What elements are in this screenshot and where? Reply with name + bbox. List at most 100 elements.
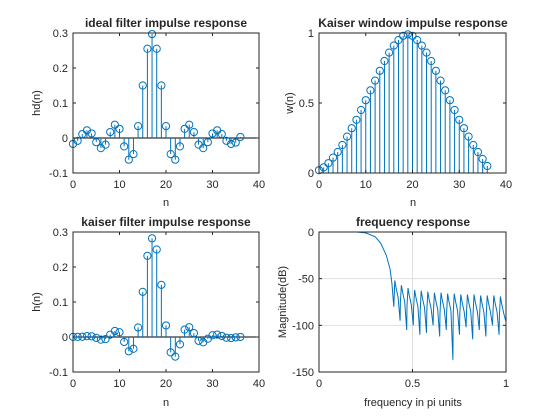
panel-3-plot: 0 10 20 30 40-0.100.10.20.3 [49, 227, 265, 390]
x-tick-label: 10 [113, 179, 125, 191]
stem-marker [124, 155, 133, 164]
stem-marker [101, 140, 110, 149]
stem-marker [356, 105, 366, 115]
x-tick-label: 40 [253, 179, 265, 191]
stem-marker [333, 147, 342, 157]
stem-marker [213, 330, 222, 339]
stem-marker [436, 76, 445, 85]
y-tick-label: -0.1 [49, 367, 68, 379]
panel-4-xlabel: frequency in pi units [364, 397, 462, 409]
stem-marker [352, 115, 361, 124]
stem-marker [134, 122, 143, 131]
stem-marker [413, 35, 422, 45]
stem-marker [166, 348, 175, 357]
stem-marker [161, 321, 171, 330]
stem-marker [380, 56, 389, 66]
panel-3-xlabel: n [163, 397, 169, 409]
stem-marker [171, 155, 180, 164]
stem-marker [129, 344, 138, 353]
stem-marker [129, 150, 138, 159]
panel-1-ylabel: hd(n) [31, 90, 43, 116]
panel-1-plot: 0 10 20 30 40-0.100.10.20.3 [49, 28, 265, 191]
stem-marker [166, 150, 175, 159]
stem-marker [152, 245, 161, 254]
stem-marker [375, 66, 384, 75]
x-tick-label: 30 [206, 179, 218, 191]
stem-marker [236, 132, 245, 142]
stem-marker [455, 115, 464, 124]
stem-marker [138, 287, 147, 296]
stem-marker [417, 41, 426, 50]
stem-marker [189, 329, 198, 338]
stem-marker [227, 139, 236, 149]
panel-frequency-response: frequency response frequency in pi units… [277, 215, 509, 409]
y-tick-label: 0.2 [53, 63, 68, 75]
y-tick-label: 0.1 [53, 98, 68, 110]
panel-3-title: kaiser filter impulse response [81, 215, 251, 229]
plot-area [73, 232, 259, 372]
panel-kaiser-filter: kaiser filter impulse response n h(n) 0 1… [31, 215, 265, 409]
y-tick-label: 0 [308, 168, 314, 180]
stem-marker [73, 136, 82, 145]
stem-marker [152, 44, 161, 53]
stem-marker [445, 96, 454, 105]
stem-marker [180, 325, 189, 334]
panel-4-title: frequency response [356, 215, 470, 229]
stem-marker [143, 44, 152, 53]
stem-marker [147, 29, 157, 39]
stem-marker [110, 120, 119, 129]
stem-marker [138, 81, 147, 90]
stem-marker [120, 142, 129, 151]
stem-marker [403, 30, 412, 39]
stem-marker [175, 340, 185, 349]
stem-marker [459, 124, 469, 133]
stem-marker [236, 332, 245, 342]
stem-marker [115, 124, 124, 133]
stem-marker [385, 48, 394, 57]
stem-marker [115, 328, 124, 337]
stem-marker [110, 326, 119, 336]
stem-marker [185, 323, 194, 332]
stem-marker [120, 337, 129, 347]
x-tick-label: 30 [206, 378, 218, 390]
stem-marker [199, 144, 208, 153]
stem-marker [194, 336, 203, 345]
stem-marker [231, 333, 240, 342]
stem-marker [134, 323, 143, 332]
y-tick-label: -100 [292, 320, 314, 332]
x-tick-label: 0 [70, 378, 76, 390]
y-tick-label: 0.3 [53, 28, 68, 40]
x-tick-label: 30 [453, 179, 465, 191]
stem-marker [478, 154, 487, 164]
stem-marker [422, 48, 431, 57]
stem-marker [342, 132, 352, 141]
stem-marker [473, 147, 483, 157]
stem-marker [338, 140, 347, 150]
stem-marker [441, 86, 450, 95]
stem-marker [147, 234, 157, 243]
stem-marker [389, 41, 398, 50]
x-tick-label: 20 [160, 378, 172, 390]
stem-marker [208, 331, 217, 340]
stem-marker [87, 332, 96, 341]
stem-marker [106, 127, 115, 137]
stem-marker [464, 132, 473, 141]
stem-marker [394, 35, 403, 45]
stem-marker [431, 66, 440, 75]
x-tick-label: 40 [500, 179, 512, 191]
panel-1-title: ideal filter impulse response [85, 16, 247, 30]
y-tick-label: 0 [62, 133, 68, 145]
y-tick-label: 0 [308, 227, 314, 239]
stem-marker [124, 347, 133, 356]
stem-marker [217, 130, 226, 139]
y-tick-label: 1 [308, 28, 314, 40]
stem-marker [101, 335, 110, 344]
panel-kaiser-window: Kaiser window impulse response n w(n) 0 1… [284, 16, 512, 209]
stem-marker [361, 96, 370, 105]
y-tick-label: -50 [298, 274, 314, 286]
stem-marker [469, 140, 478, 150]
panel-2-xlabel: n [410, 197, 416, 209]
stem-marker [324, 159, 333, 168]
stem-marker [328, 153, 338, 162]
x-tick-label: 20 [406, 179, 418, 191]
